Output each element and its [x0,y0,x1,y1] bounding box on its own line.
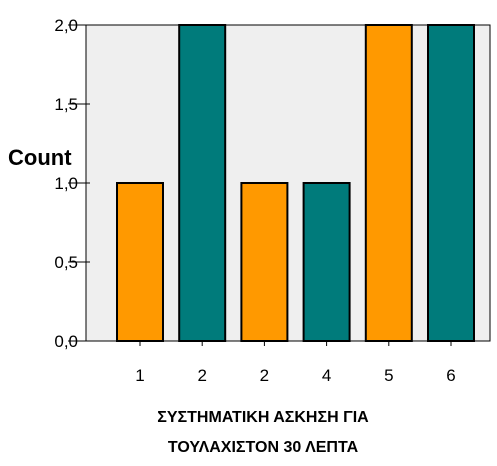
x-tick-label: 1 [135,366,144,385]
y-axis-label: Count [8,145,72,170]
y-tick-label: 1,0 [54,174,78,193]
x-axis-label-line-2: ΤΟΥΛΑΧΙΣΤΟΝ 30 ΛΕΠΤΑ [168,439,359,456]
x-tick-label: 2 [260,366,269,385]
y-tick-label: 1,5 [54,95,78,114]
y-tick-label: 2,0 [54,16,78,35]
x-tick-label: 5 [384,366,393,385]
x-axis-label-line-1: ΣΥΣΤΗΜΑΤΙΚΗ ΑΣΚΗΣΗ ΓΙΑ [157,409,369,426]
bar-1 [116,182,164,342]
y-tick-label: 0,5 [54,253,78,272]
bar-4 [302,182,351,342]
bar-3 [240,182,289,342]
y-tick-label: 0,0 [54,332,78,351]
bar-2 [178,24,227,342]
x-tick-label: 6 [446,366,455,385]
bar-5 [364,24,413,342]
bar-6 [427,24,475,342]
x-tick-label: 4 [322,366,331,385]
x-tick-label: 2 [197,366,206,385]
